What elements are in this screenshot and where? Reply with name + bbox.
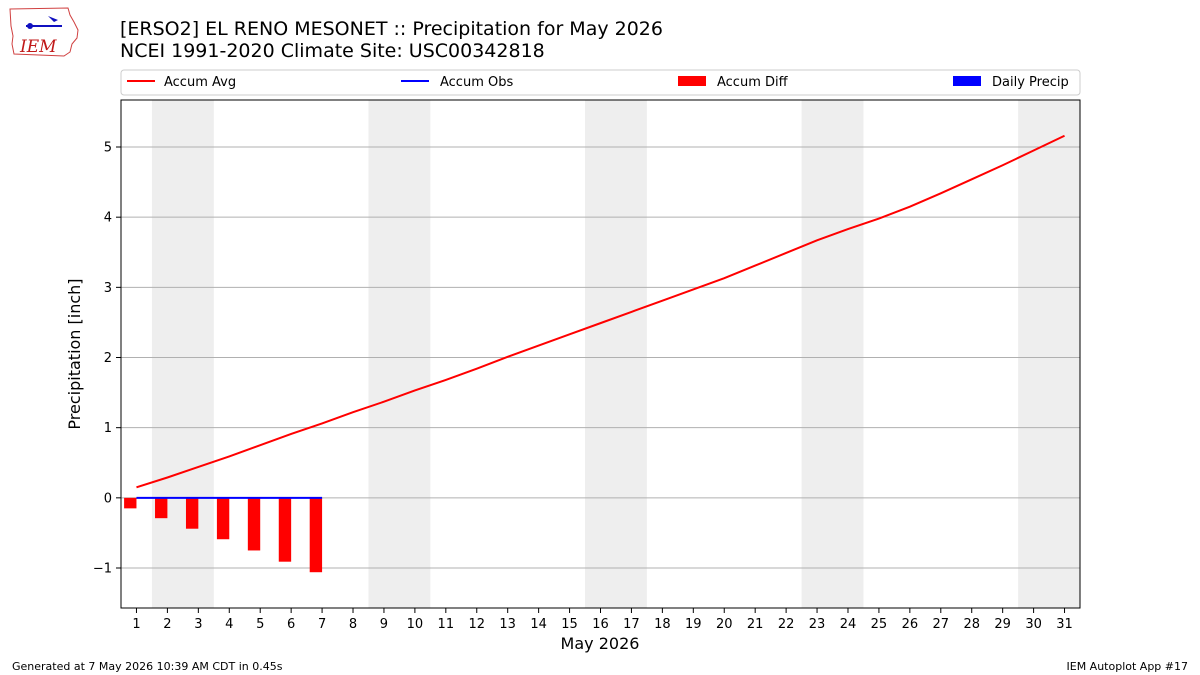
x-tick-label-30: 30 (1025, 617, 1042, 632)
x-tick-label-26: 26 (902, 617, 919, 632)
x-tick-label-29: 29 (994, 617, 1011, 632)
x-tick-label-13: 13 (499, 617, 516, 632)
accum-diff-bar-1 (124, 497, 137, 509)
y-tick-label-4: 4 (104, 211, 112, 226)
footer-app-text: IEM Autoplot App #17 (1067, 660, 1189, 673)
logo-wind-icon (48, 16, 58, 22)
accum-diff-bar-6 (278, 497, 292, 562)
x-tick-label-16: 16 (592, 617, 609, 632)
x-tick-label-20: 20 (716, 617, 733, 632)
x-tick-label-11: 11 (438, 617, 455, 632)
y-tick-label-2: 2 (104, 351, 112, 366)
legend-label-accum-diff: Accum Diff (717, 75, 789, 90)
bars-layer (124, 497, 335, 573)
iowa-outline-icon (9, 7, 79, 57)
x-tick-label-14: 14 (530, 617, 547, 632)
y-tick-label-3: 3 (104, 281, 112, 296)
x-tick-label-6: 6 (287, 617, 295, 632)
chart-title: [ERSO2] EL RENO MESONET :: Precipitation… (120, 18, 663, 40)
iem-logo: IEM (9, 7, 79, 57)
accum-diff-bar-7 (309, 497, 323, 573)
x-tick-label-17: 17 (623, 617, 640, 632)
y-tick-label--1: −1 (93, 562, 112, 577)
x-ticks-layer: 1 2 3 4 5 6 7 8 9 10 11 12 13 14 15 16 17 18 19 20 21 22 23 24 2… (132, 608, 1073, 632)
x-tick-label-24: 24 (840, 617, 857, 632)
x-tick-label-22: 22 (778, 617, 795, 632)
legend-label-daily-precip: Daily Precip (992, 75, 1069, 90)
x-tick-label-10: 10 (407, 617, 424, 632)
weekend-shade-3 (585, 100, 647, 608)
x-tick-label-4: 4 (225, 617, 233, 632)
legend-swatch-daily-precip (953, 76, 981, 86)
legend-frame (120, 69, 1081, 96)
x-tick-label-21: 21 (747, 617, 764, 632)
y-tick-label-1: 1 (104, 421, 112, 436)
y-tick-label-5: 5 (104, 141, 112, 156)
x-tick-label-25: 25 (871, 617, 888, 632)
x-tick-label-15: 15 (561, 617, 578, 632)
logo-text: IEM (19, 37, 57, 57)
x-axis-label: May 2026 (561, 634, 640, 653)
x-tick-label-19: 19 (685, 617, 702, 632)
weekend-shade-4 (801, 100, 864, 608)
chart-subtitle: NCEI 1991-2020 Climate Site: USC00342818 (120, 40, 545, 62)
x-tick-label-12: 12 (468, 617, 485, 632)
accum-diff-bar-4 (216, 497, 230, 540)
x-tick-label-7: 7 (318, 617, 326, 632)
x-tick-label-27: 27 (933, 617, 950, 632)
weekend-shade-5 (1018, 100, 1080, 608)
accum-avg-line (136, 134, 1065, 489)
x-tick-label-23: 23 (809, 617, 826, 632)
x-tick-label-9: 9 (380, 617, 388, 632)
legend-swatch-accum-diff (678, 76, 706, 86)
lines-layer (136, 134, 1065, 499)
logo-dot-icon (27, 23, 33, 29)
y-axis-label: Precipitation [inch] (65, 278, 84, 429)
x-tick-label-28: 28 (963, 617, 980, 632)
x-tick-label-3: 3 (194, 617, 202, 632)
y-tick-label-0: 0 (104, 491, 112, 506)
weekend-shade-1 (151, 100, 214, 608)
x-tick-label-8: 8 (349, 617, 357, 632)
x-tick-label-1: 1 (132, 617, 140, 632)
accum-diff-bar-2 (155, 497, 168, 519)
accum-diff-bar-3 (185, 497, 199, 529)
weekend-shading-layer (151, 100, 1080, 608)
accum-diff-bar-5 (247, 497, 261, 551)
x-tick-label-31: 31 (1056, 617, 1073, 632)
x-tick-label-2: 2 (163, 617, 171, 632)
legend-label-accum-avg: Accum Avg (164, 75, 236, 90)
x-tick-label-18: 18 (654, 617, 671, 632)
legend: Accum Avg Accum Obs Accum Diff Daily Pre… (120, 69, 1081, 96)
x-tick-label-5: 5 (256, 617, 264, 632)
legend-label-accum-obs: Accum Obs (440, 75, 513, 90)
footer-generated-text: Generated at 7 May 2026 10:39 AM CDT in … (12, 660, 283, 673)
weekend-shade-2 (368, 100, 431, 608)
y-ticks-layer: −1 0 1 2 3 4 5 (93, 141, 121, 577)
